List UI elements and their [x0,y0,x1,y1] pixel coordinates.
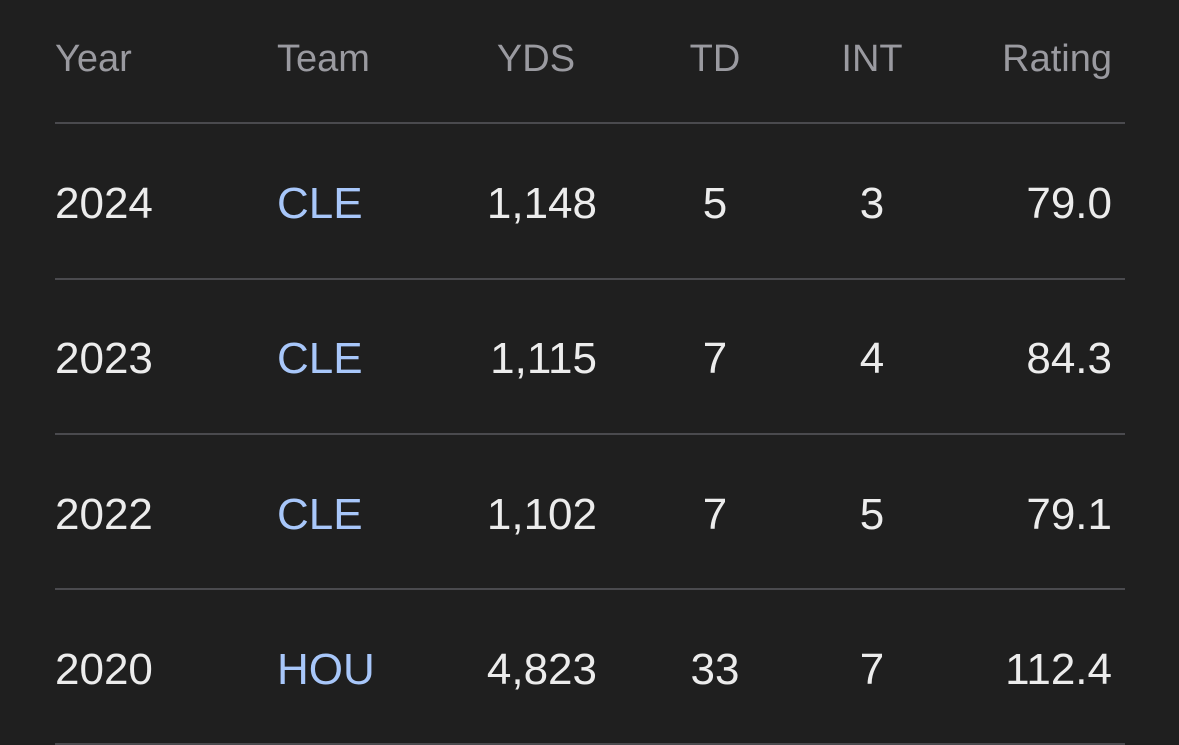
cell-rating: 112.4 [1005,645,1112,694]
cell-yds: 1,102 [486,490,597,539]
cell-yds: 1,115 [490,334,597,383]
cell-td: 7 [702,490,728,539]
header-team[interactable]: Team [277,38,370,80]
cell-int: 5 [859,490,885,539]
cell-td: 5 [702,179,728,228]
team-link[interactable]: HOU [277,645,375,694]
cell-year: 2024 [55,179,153,228]
header-year[interactable]: Year [55,38,132,80]
cell-yds: 4,823 [486,645,597,694]
cell-year: 2020 [55,645,153,694]
stats-table: Year Team YDS TD INT Rating 2024 CLE 1,1… [55,0,1125,745]
header-divider [55,122,1125,124]
header-rating[interactable]: Rating [1002,38,1112,80]
cell-year: 2023 [55,334,153,383]
table-row: 2024 CLE 1,148 5 3 79.0 [55,124,1125,279]
cell-year: 2022 [55,490,153,539]
row-divider [55,433,1125,435]
cell-rating: 79.1 [1026,490,1112,539]
header-yds[interactable]: YDS [496,38,576,80]
row-divider [55,588,1125,590]
table-row: 2022 CLE 1,102 7 5 79.1 [55,435,1125,590]
team-link[interactable]: CLE [277,179,363,228]
cell-rating: 79.0 [1026,179,1112,228]
cell-td: 33 [690,645,740,694]
cell-int: 4 [859,334,885,383]
table-header-row: Year Team YDS TD INT Rating [55,0,1125,124]
header-td[interactable]: TD [689,38,741,80]
team-link[interactable]: CLE [277,334,363,383]
table-row: 2020 HOU 4,823 33 7 112.4 [55,590,1125,745]
row-divider [55,743,1125,745]
cell-yds: 1,148 [486,179,597,228]
table-row: 2023 CLE 1,115 7 4 84.3 [55,280,1125,435]
header-int[interactable]: INT [841,38,903,80]
row-divider [55,278,1125,280]
cell-int: 3 [859,179,885,228]
team-link[interactable]: CLE [277,490,363,539]
cell-int: 7 [859,645,885,694]
cell-td: 7 [702,334,728,383]
cell-rating: 84.3 [1026,334,1112,383]
